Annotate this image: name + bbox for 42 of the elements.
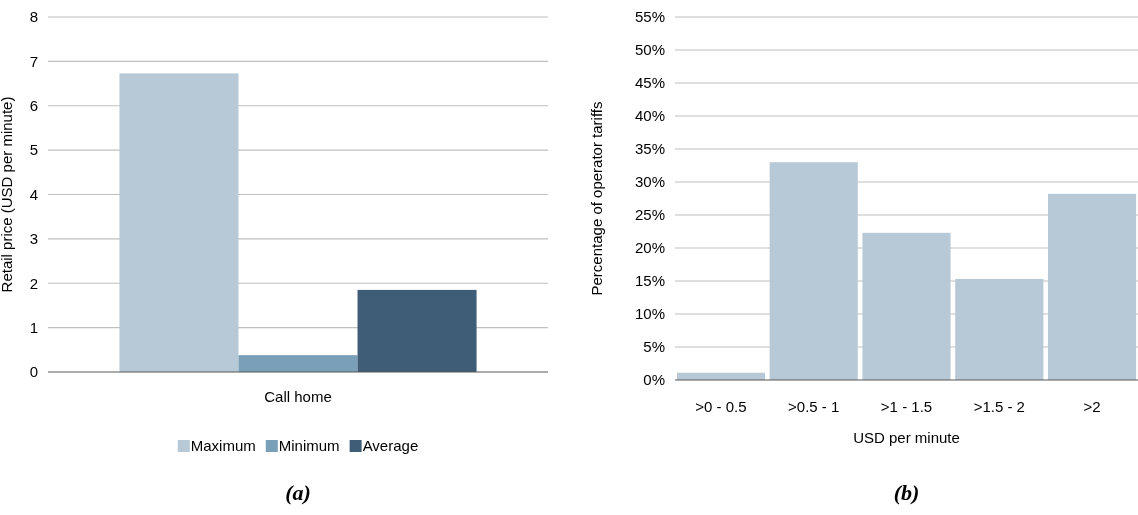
y-tick-label: 3: [29, 230, 38, 248]
y-tick-label: 0: [29, 363, 38, 381]
y-tick-label: 0%: [643, 371, 665, 389]
y-tick-label: 45%: [634, 74, 665, 92]
x-tick-label: >0 - 0.5: [695, 397, 747, 415]
x-tick-label: >0.5 - 1: [788, 397, 840, 415]
x-tick-label: Call home: [264, 387, 332, 405]
y-tick-label: 4: [29, 185, 38, 203]
bar: [955, 279, 1044, 380]
text: (a): [285, 480, 311, 505]
y-tick-label: 50%: [634, 41, 665, 59]
bar: [862, 232, 951, 380]
x-tick-label: >1 - 1.5: [880, 397, 933, 415]
y-tick-label: 35%: [634, 140, 665, 158]
x-tick-label: >2: [1083, 397, 1101, 415]
y-tick-label: 15%: [634, 272, 665, 290]
y-tick-label: 55%: [634, 8, 665, 26]
legend-label: Minimum: [278, 437, 340, 454]
bar: [238, 355, 358, 372]
y-tick-label: 25%: [634, 206, 665, 224]
legend-label: Maximum: [190, 437, 256, 454]
y-axis-title: Retail price (USD per minute): [0, 96, 15, 293]
text: (b): [893, 480, 920, 505]
y-tick-label: 10%: [634, 305, 665, 323]
y-tick-label: 40%: [634, 107, 665, 125]
y-tick-label: 7: [29, 52, 38, 70]
y-tick-label: 2: [29, 274, 38, 292]
legend-label: Average: [362, 437, 419, 454]
bar: [769, 162, 858, 380]
y-tick-label: 1: [29, 318, 38, 336]
y-tick-label: 5: [29, 141, 38, 159]
x-axis-title: USD per minute: [853, 429, 960, 446]
y-tick-label: 8: [29, 8, 38, 26]
bar: [1048, 193, 1137, 380]
y-tick-label: 6: [29, 97, 38, 115]
y-axis-title: Percentage of operator tariffs: [588, 101, 605, 296]
y-tick-label: 5%: [643, 338, 665, 356]
x-tick-label: >1.5 - 2: [973, 397, 1025, 415]
y-tick-label: 30%: [634, 173, 665, 191]
y-tick-label: 20%: [634, 239, 665, 257]
bar: [357, 289, 477, 372]
bar: [119, 73, 239, 372]
